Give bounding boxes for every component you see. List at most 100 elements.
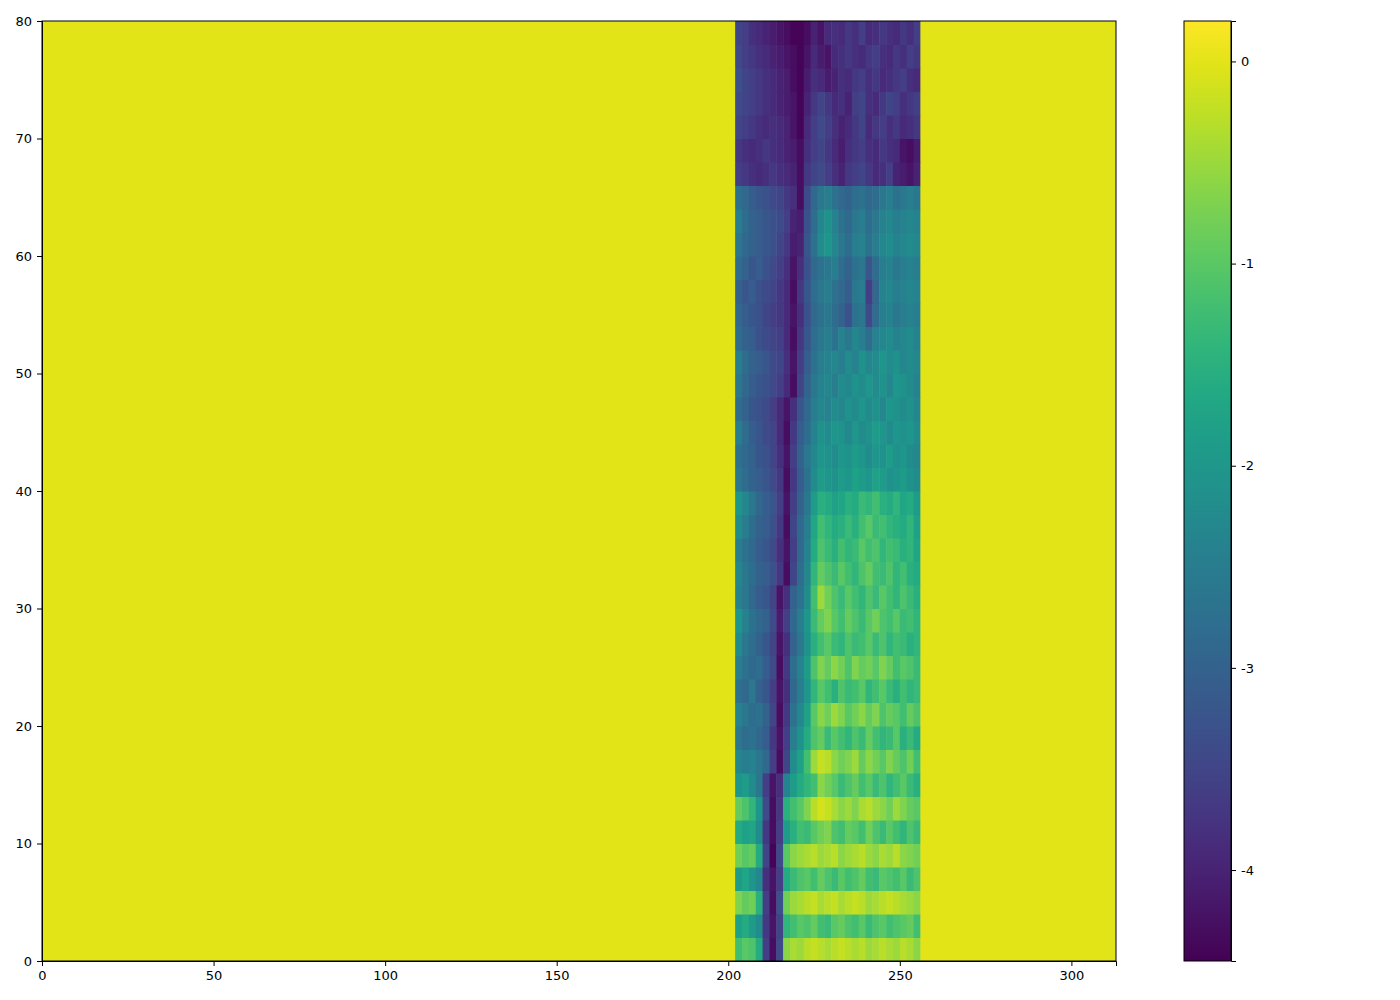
heatmap-cell xyxy=(852,468,859,492)
heatmap-cell xyxy=(790,515,797,539)
heatmap-cell xyxy=(920,726,1116,750)
heatmap-cell xyxy=(783,515,790,539)
heatmap-cell xyxy=(797,914,804,938)
heatmap-cell xyxy=(42,115,736,139)
heatmap-cell xyxy=(920,139,1116,163)
heatmap-cell xyxy=(756,186,763,210)
heatmap-cell xyxy=(42,374,736,398)
heatmap-cell xyxy=(749,867,756,891)
heatmap-cell xyxy=(872,538,879,562)
undefined-tick-mark xyxy=(1231,466,1236,467)
heatmap-cell xyxy=(831,585,838,609)
heatmap-cell xyxy=(886,726,893,750)
heatmap-cell xyxy=(879,397,886,421)
heatmap-cell xyxy=(811,280,818,304)
heatmap-cell xyxy=(42,397,736,421)
heatmap-cell xyxy=(817,256,824,280)
heatmap-cell xyxy=(749,468,756,492)
undefined-tick-mark xyxy=(1231,264,1236,265)
heatmap-cell xyxy=(42,891,736,915)
heatmap-cell xyxy=(852,750,859,774)
heatmap-cell xyxy=(879,162,886,186)
heatmap-cell xyxy=(893,186,900,210)
heatmap-cell xyxy=(735,679,742,703)
heatmap-cell xyxy=(735,468,742,492)
undefined-tick: 80 xyxy=(15,14,42,29)
heatmap-cell xyxy=(879,632,886,656)
heatmap-cell xyxy=(776,773,783,797)
heatmap-cell xyxy=(811,609,818,633)
heatmap-cell xyxy=(845,45,852,69)
heatmap-cell xyxy=(797,703,804,727)
heatmap-cell xyxy=(859,914,866,938)
heatmap-cell xyxy=(852,844,859,868)
heatmap-cell xyxy=(838,468,845,492)
heatmap-cell xyxy=(776,444,783,468)
heatmap-cell xyxy=(907,585,914,609)
heatmap-cell xyxy=(907,891,914,915)
heatmap-cell xyxy=(859,562,866,586)
heatmap-cell xyxy=(879,444,886,468)
heatmap-cell xyxy=(838,538,845,562)
heatmap-cell xyxy=(852,726,859,750)
heatmap-cell xyxy=(42,797,736,821)
heatmap-cell xyxy=(914,374,921,398)
heatmap-cell xyxy=(872,609,879,633)
heatmap-cell xyxy=(859,538,866,562)
heatmap-cell xyxy=(742,421,749,445)
heatmap-cell xyxy=(790,397,797,421)
heatmap-cell xyxy=(763,256,770,280)
heatmap-cell xyxy=(790,350,797,374)
heatmap-cell xyxy=(838,350,845,374)
heatmap-cell xyxy=(797,468,804,492)
heatmap-cell xyxy=(824,820,831,844)
heatmap-cell xyxy=(872,397,879,421)
heatmap-cell xyxy=(811,679,818,703)
heatmap-cell xyxy=(811,233,818,257)
heatmap-cell xyxy=(845,397,852,421)
heatmap-cell xyxy=(824,162,831,186)
heatmap-cell xyxy=(769,303,776,327)
heatmap-cell xyxy=(763,750,770,774)
heatmap-cell xyxy=(866,891,873,915)
heatmap-cell xyxy=(859,703,866,727)
heatmap-cell xyxy=(763,797,770,821)
heatmap-cell xyxy=(886,280,893,304)
heatmap-cell xyxy=(866,679,873,703)
heatmap-cell xyxy=(735,186,742,210)
heatmap-cell xyxy=(893,280,900,304)
heatmap-cell xyxy=(790,280,797,304)
heatmap-cell xyxy=(852,162,859,186)
heatmap-cell xyxy=(831,421,838,445)
heatmap-cell xyxy=(783,679,790,703)
heatmap-cell xyxy=(742,303,749,327)
heatmap-cell xyxy=(845,209,852,233)
heatmap-cell xyxy=(893,21,900,45)
heatmap-cell xyxy=(749,68,756,92)
heatmap-cell xyxy=(838,797,845,821)
heatmap-cell xyxy=(811,186,818,210)
heatmap-cell xyxy=(900,350,907,374)
heatmap-cell xyxy=(914,186,921,210)
heatmap-cell xyxy=(838,515,845,539)
undefined-tick-mark xyxy=(900,961,901,966)
heatmap-cell xyxy=(817,397,824,421)
heatmap-cell xyxy=(886,773,893,797)
heatmap-cell xyxy=(811,68,818,92)
heatmap-cell xyxy=(742,609,749,633)
heatmap-cell xyxy=(859,421,866,445)
heatmap-cell xyxy=(900,45,907,69)
heatmap-cell xyxy=(852,209,859,233)
heatmap-cell xyxy=(866,421,873,445)
heatmap-cell xyxy=(886,444,893,468)
heatmap-cell xyxy=(900,797,907,821)
heatmap-cell xyxy=(824,468,831,492)
heatmap-cell xyxy=(742,327,749,351)
heatmap-cell xyxy=(907,726,914,750)
heatmap-cell xyxy=(742,491,749,515)
heatmap-cell xyxy=(804,538,811,562)
heatmap-cell xyxy=(783,726,790,750)
heatmap-cell xyxy=(42,444,736,468)
heatmap-cell xyxy=(872,468,879,492)
undefined-tick: 0 xyxy=(24,954,42,969)
